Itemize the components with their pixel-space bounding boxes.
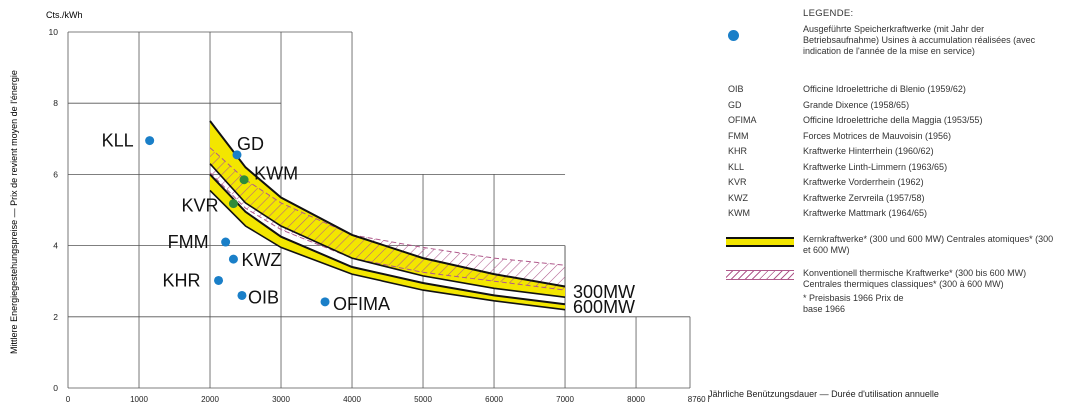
blue-dot-icon [728, 30, 739, 41]
point-label-oib: OIB [248, 287, 279, 307]
legend-entry-abbr: KWZ [728, 192, 748, 203]
legend-entry-abbr: KVR [728, 177, 747, 187]
nuclear-upper-300MW [209, 120, 566, 288]
legend-entry-desc: Grande Dixence (1958/65) [803, 99, 910, 110]
data-point-kwz [228, 254, 238, 264]
point-label-gd: GD [237, 134, 264, 154]
x-tick-label: 4000 [343, 395, 361, 404]
data-point-khr [214, 275, 224, 285]
nuclear-band-icon [726, 237, 794, 247]
y-tick-label: 4 [53, 241, 58, 251]
legend-entry-desc: Kraftwerke Mattmark (1964/65) [803, 208, 928, 218]
legend-thermal-desc: Konventionell thermische Kraftwerke* (30… [803, 268, 1027, 289]
y-axis-label: Mittlere Energiegestehungspreise — Prix … [9, 70, 19, 354]
x-tick-label: 2000 [201, 395, 219, 404]
nuclear-lower-300MW [209, 163, 566, 298]
y-unit-label: Cts./kWh [46, 10, 83, 20]
x-axis-label: Jährliche Benützungsdauer — Durée d'util… [708, 389, 939, 399]
legend-entry-abbr: OIB [728, 84, 744, 94]
data-point-kwm [239, 175, 249, 185]
chart-points: KLL GD KWM KVR FMM KWZ KHR OIB OFIMA [102, 131, 390, 314]
legend-title: LEGENDE: [803, 8, 854, 19]
point-label-fmm: FMM [168, 232, 209, 252]
x-tick-label: 5000 [414, 395, 432, 404]
legend-entry-desc: Kraftwerke Zervreila (1957/58) [803, 192, 925, 203]
x-tick-label: 8760 h [688, 395, 710, 404]
x-tick-label: 1000 [130, 395, 148, 404]
point-label-ofima: OFIMA [333, 294, 390, 314]
data-point-kll [145, 136, 155, 146]
band-label-600MW: 600MW [573, 297, 635, 317]
legend-marker-desc: Ausgeführte Speicherkraftwerke (mit Jahr… [803, 24, 1036, 56]
chart-grid [67, 31, 691, 389]
point-label-kwm: KWM [254, 164, 298, 184]
legend-nuclear-desc: Kernkraftwerke* (300 und 600 MW) Central… [803, 234, 1054, 255]
legend-entry-abbr: OFIMA [728, 115, 757, 125]
x-tick-label: 8000 [627, 395, 645, 404]
legend-entry-desc: Kraftwerke Linth-Limmern (1963/65) [803, 161, 948, 172]
y-tick-label: 0 [53, 383, 58, 393]
legend-entry-abbr: FMM [728, 130, 749, 141]
point-label-kwz: KWZ [241, 250, 281, 270]
x-tick-label: 3000 [272, 395, 290, 404]
legend-entry-desc: Forces Motrices de Mauvoisin (1956) [803, 130, 952, 141]
y-tick-label: 6 [53, 169, 58, 179]
thermal-band-icon [726, 270, 794, 280]
legend-entry-desc: Kraftwerke Hinterrhein (1960/62) [803, 146, 934, 156]
legend-entry-desc: Officine Idroelettriche della Maggia (19… [803, 115, 983, 125]
y-tick-label: 8 [53, 98, 58, 108]
chart-ticks: 0 1000 2000 3000 4000 5000 6000 7000 8000 8760 h 0… [49, 27, 710, 404]
y-tick-label: 10 [49, 27, 59, 37]
legend-entry-abbr: KLL [728, 161, 745, 172]
data-point-gd [232, 150, 242, 160]
x-tick-label: 0 [66, 395, 71, 404]
data-point-kvr [228, 199, 238, 209]
point-label-kvr: KVR [181, 196, 218, 216]
point-label-kll: KLL [102, 131, 134, 151]
legend-entry-abbr: GD [728, 99, 742, 110]
nuclear-lower-600MW [209, 189, 566, 311]
y-tick-label: 2 [53, 312, 58, 322]
data-point-oib [237, 290, 247, 300]
legend-entry-desc: Officine Idroelettriche di Blenio (1959/… [803, 84, 966, 94]
data-point-ofima [320, 297, 330, 307]
point-label-khr: KHR [163, 270, 201, 290]
legend-entry-desc: Kraftwerke Vorderrhein (1962) [803, 177, 924, 187]
legend-entry-abbr: KWM [728, 208, 750, 218]
nuclear-upper-600MW [209, 173, 566, 306]
band-label-300MW: 300MW [573, 282, 635, 302]
x-tick-label: 6000 [485, 395, 503, 404]
thermal-band [210, 147, 565, 291]
nuclear-band-600MW [210, 174, 565, 310]
x-tick-label: 7000 [556, 395, 574, 404]
data-point-fmm [221, 237, 231, 247]
legend-entry-abbr: KHR [728, 146, 748, 156]
